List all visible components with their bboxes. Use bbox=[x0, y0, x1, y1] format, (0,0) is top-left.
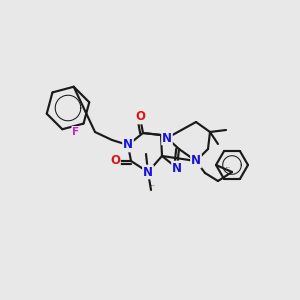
Text: O: O bbox=[135, 110, 145, 124]
Text: O: O bbox=[110, 154, 120, 167]
Text: N: N bbox=[123, 139, 133, 152]
Text: N: N bbox=[162, 131, 172, 145]
Text: methyl: methyl bbox=[226, 167, 231, 168]
Text: N: N bbox=[172, 161, 182, 175]
Text: F: F bbox=[72, 127, 79, 136]
Text: N: N bbox=[143, 166, 153, 178]
Text: methyl: methyl bbox=[151, 185, 156, 186]
Text: N: N bbox=[191, 154, 201, 167]
